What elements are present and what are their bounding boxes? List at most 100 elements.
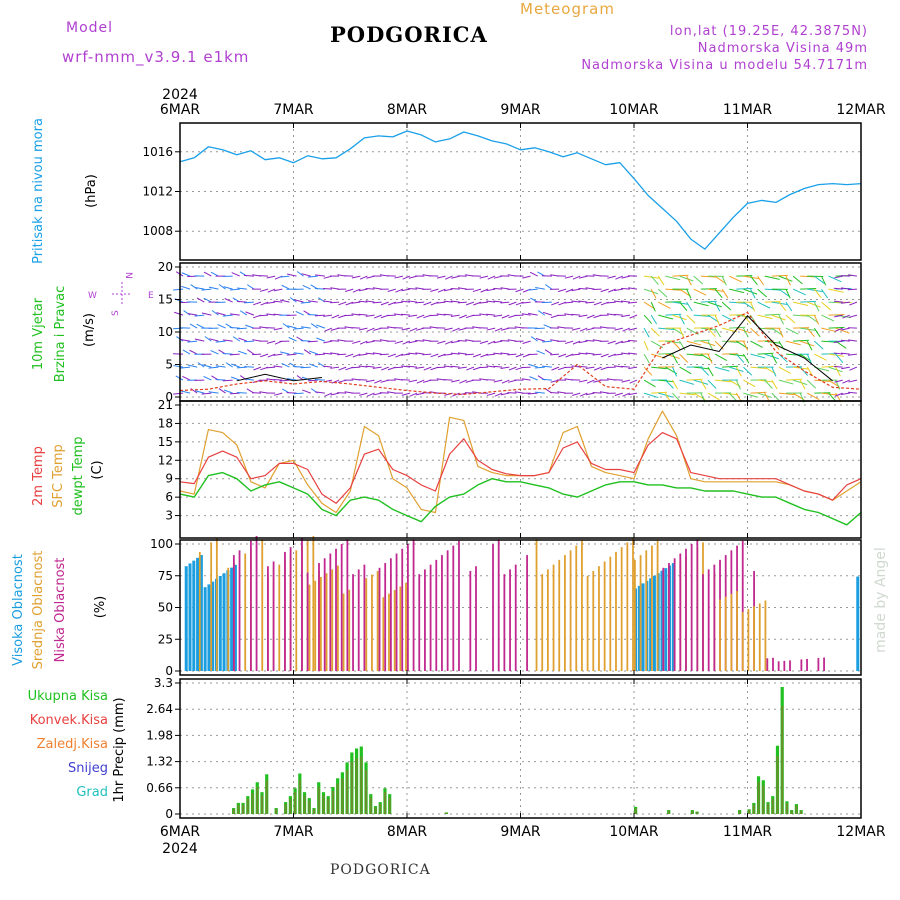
wind-barb [813, 301, 820, 312]
wind-barb [721, 314, 735, 322]
wind-barb [806, 327, 815, 338]
wind-barb [409, 327, 418, 332]
wind-barb [486, 288, 496, 292]
wind-barb [848, 353, 857, 356]
wind-barb [443, 365, 453, 368]
city-title: PODGORICA [330, 22, 488, 47]
cloud-bar-low [389, 558, 392, 671]
wind-barb [330, 366, 340, 369]
wind-barb [437, 288, 446, 293]
wind-barb [222, 339, 233, 342]
wind-barb [187, 364, 198, 368]
precip-bar-conv [336, 783, 339, 814]
wind-barb [557, 288, 567, 293]
wind-barb [679, 327, 685, 338]
wind-barb [806, 353, 812, 364]
wind-barb [742, 353, 750, 364]
precip-bar-conv [667, 810, 670, 814]
cloud-bar-mid [244, 553, 247, 671]
wind-barb [542, 311, 553, 316]
ytick-label-pressure: 1016 [142, 145, 173, 159]
wind-barb [493, 365, 503, 368]
wind-barb [359, 392, 368, 396]
wind-barb [183, 310, 191, 316]
wind-barb [528, 312, 538, 316]
compass-w: W [88, 291, 97, 301]
wind-barb [771, 353, 778, 364]
wind-barb [352, 288, 361, 293]
wind-barb [643, 366, 653, 376]
cloud-bar-mid [210, 542, 213, 671]
time-tick-label-top: 6MAR [160, 102, 201, 118]
wind-barb [541, 365, 552, 368]
wind-barb [572, 275, 581, 280]
wind-barb [493, 275, 503, 279]
wind-barb [643, 288, 659, 295]
wind-barb [295, 310, 304, 316]
wind-barb [394, 275, 404, 279]
wind-barb [628, 339, 638, 342]
pressure-line [179, 130, 862, 250]
wind-barb [700, 275, 717, 278]
wind-barb [486, 300, 496, 303]
wind-barb [778, 327, 784, 338]
wind-barb [253, 366, 262, 371]
wind-barb [828, 326, 845, 329]
wind-barb [821, 301, 832, 311]
cloud-bar-mid [312, 536, 315, 671]
cloud-bar-mid [325, 573, 328, 671]
wind-barb [806, 340, 813, 351]
wind-barb [679, 379, 695, 385]
wind-barb [395, 288, 404, 293]
wind-barb [614, 365, 623, 368]
precip-bar-conv [748, 809, 751, 814]
wind-barb [223, 286, 233, 290]
grid-layer [180, 123, 861, 818]
wind-barb [231, 363, 240, 368]
wind-barb [229, 326, 240, 329]
cloud-bar-low [514, 564, 517, 671]
data-layer [173, 130, 862, 814]
cloud-bar-low [424, 569, 426, 671]
wind-barb [571, 288, 581, 292]
wind-barb [835, 392, 843, 397]
wind-barb [764, 353, 779, 360]
wind-barb [486, 313, 496, 316]
wind-barb [722, 327, 737, 333]
wind-barb [813, 288, 822, 299]
wind-barb [215, 340, 226, 343]
cloud-bar-low [401, 548, 404, 671]
wind-barb [707, 301, 722, 308]
wind-barb [260, 301, 269, 306]
precip-bar-conv [369, 797, 372, 814]
elevation-info: Nadmorska Visina 49m [697, 41, 868, 56]
wind-barb [307, 379, 318, 382]
precip-bar-conv [242, 804, 245, 814]
wind-barb [785, 301, 793, 312]
wind-barb [395, 353, 404, 358]
wind-barb [613, 353, 623, 356]
wind-barb [534, 391, 545, 394]
cloud-bar-low [817, 657, 820, 671]
wind-barb [515, 288, 524, 293]
wind-barb [529, 376, 538, 381]
cloud-bar-low [766, 658, 769, 671]
wind-barb [693, 314, 710, 317]
wind-barb [629, 379, 638, 384]
cloud-bar-low [707, 569, 710, 671]
cloud-bar-high [641, 583, 645, 671]
wind-barb [443, 288, 453, 292]
wind-barb [282, 323, 290, 329]
wind-barb [423, 301, 432, 306]
wind-barb [679, 314, 685, 325]
wind-barb [828, 379, 840, 388]
wind-barb [247, 349, 255, 355]
ytick-label-wind: 10 [158, 325, 173, 339]
wind-barb [814, 275, 825, 284]
wind-barb [771, 327, 783, 336]
cloud-bar-mid [399, 586, 402, 671]
cloud-bar-mid [651, 545, 653, 671]
wind-barb [778, 379, 794, 385]
wind-barb [785, 314, 796, 324]
cloud-bar-low [335, 548, 337, 671]
